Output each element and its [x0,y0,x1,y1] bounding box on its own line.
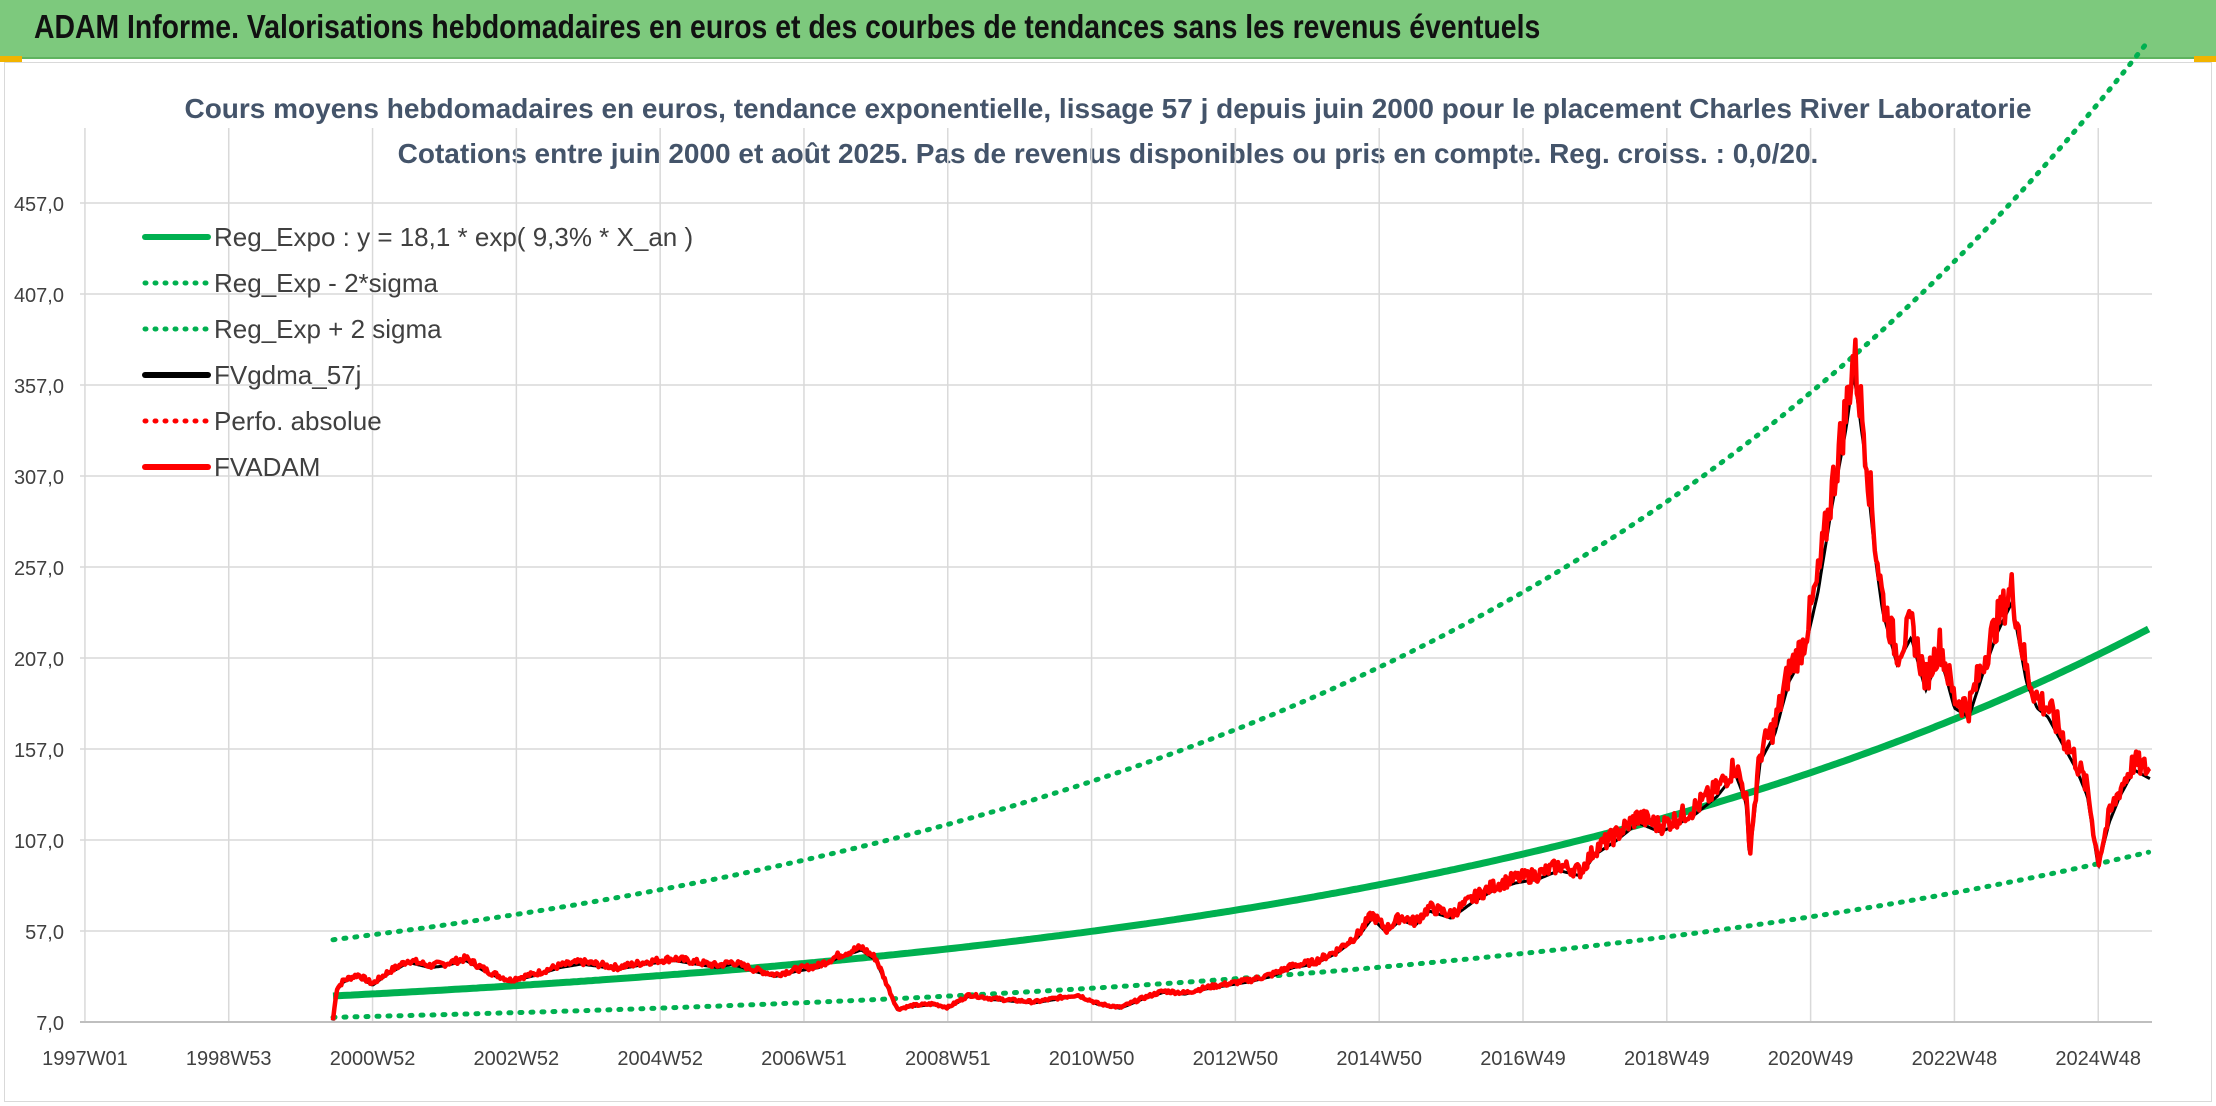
x-tick-label: 1998W53 [186,1048,272,1070]
series-reg-minus-2sigma [330,849,2152,1020]
y-tick-label: 407,0 [14,285,64,307]
series-reg-plus-2sigma [330,38,2152,943]
legend: Reg_Expo : y = 18,1 * exp( 9,3% * X_an )… [142,222,693,482]
page-title: ADAM Informe. Valorisations hebdomadaire… [34,8,1541,45]
legend-label: Perfo. absolue [214,406,382,436]
corner-marker [0,56,22,62]
chart-subtitle: Cotations entre juin 2000 et août 2025. … [397,138,1819,169]
series-fvgdma-57j [331,374,2151,1021]
x-tick-label: 2002W52 [474,1048,560,1070]
x-tick-label: 2020W49 [1768,1048,1854,1070]
y-tick-label: 107,0 [14,831,64,853]
x-tick-label: 2014W50 [1336,1048,1422,1070]
y-tick-label: 7,0 [36,1013,64,1035]
legend-label: Reg_Exp + 2 sigma [214,314,442,344]
legend-label: FVADAM [214,452,320,482]
y-tick-label: 157,0 [14,740,64,762]
x-tick-label: 2024W48 [2055,1048,2141,1070]
chart-title: Cours moyens hebdomadaires en euros, ten… [184,93,2032,124]
x-tick-label: 2016W49 [1480,1048,1566,1070]
legend-label: FVgdma_57j [214,360,361,390]
chart-frame [4,62,2212,1102]
header-bar: ADAM Informe. Valorisations hebdomadaire… [0,0,2216,59]
y-tick-label: 57,0 [25,922,64,944]
series-layer [330,38,2152,1021]
x-tick-label: 2012W50 [1193,1048,1279,1070]
y-tick-label: 357,0 [14,376,64,398]
y-tick-label: 257,0 [14,558,64,580]
x-tick-label: 2018W49 [1624,1048,1710,1070]
y-tick-label: 207,0 [14,649,64,671]
x-tick-label: 1997W01 [42,1048,128,1070]
corner-marker [2194,56,2216,62]
x-tick-label: 2000W52 [330,1048,416,1070]
axes: 7,0 57,0 107,0 157,0 207,0 257,0 307,0 357,0 407… [14,194,2152,1070]
x-tick-label: 2022W48 [1912,1048,1998,1070]
legend-label: Reg_Exp - 2*sigma [214,268,439,298]
grid [80,128,2152,1023]
x-tick-label: 2010W50 [1049,1048,1135,1070]
y-tick-label: 307,0 [14,467,64,489]
legend-label: Reg_Expo : y = 18,1 * exp( 9,3% * X_an ) [214,222,693,252]
x-tick-label: 2004W52 [617,1048,703,1070]
y-tick-label: 457,0 [14,194,64,216]
x-tick-label: 2008W51 [905,1048,991,1070]
series-reg-expo [332,625,2151,1000]
x-tick-label: 2006W51 [761,1048,847,1070]
series-fvadam [330,337,2152,1021]
